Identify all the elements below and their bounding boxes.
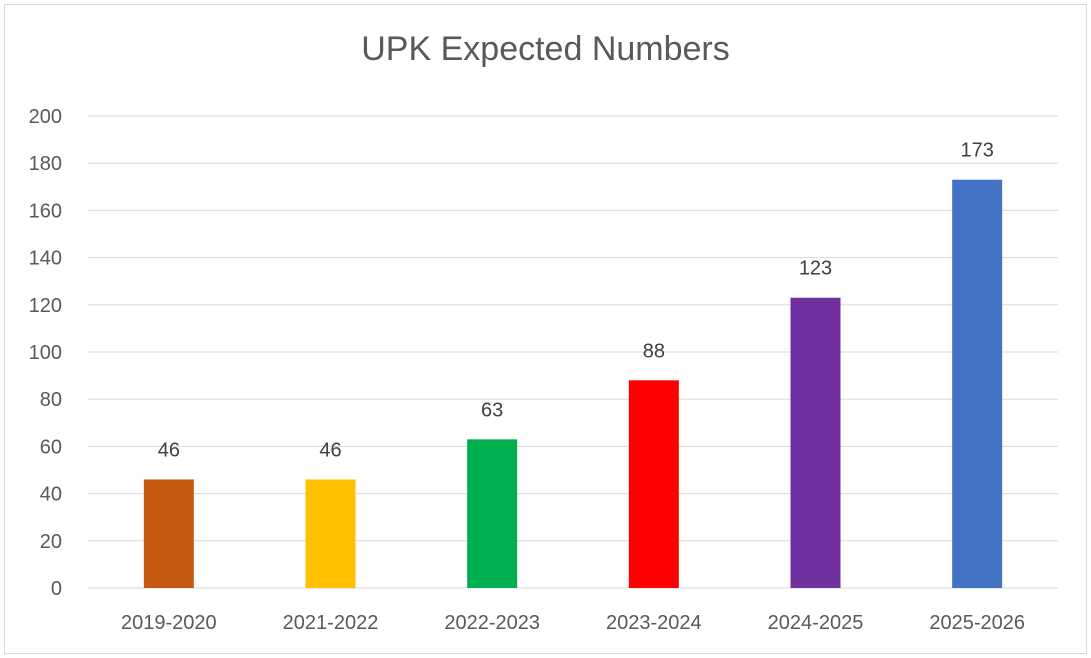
bars xyxy=(143,179,1003,588)
y-tick-label: 60 xyxy=(40,436,62,458)
y-tick-label: 140 xyxy=(29,248,62,270)
y-tick-label: 40 xyxy=(40,484,62,506)
data-label: 63 xyxy=(481,399,503,421)
data-label: 46 xyxy=(158,439,180,461)
x-tick-label: 2021-2022 xyxy=(283,612,379,634)
y-tick-label: 100 xyxy=(29,342,62,364)
x-tick-label: 2023-2024 xyxy=(606,612,702,634)
y-tick-label: 120 xyxy=(29,295,62,317)
y-tick-label: 180 xyxy=(29,153,62,175)
gridlines xyxy=(88,115,1058,589)
data-label: 46 xyxy=(319,439,341,461)
y-tick-label: 20 xyxy=(40,531,62,553)
y-tick-label: 0 xyxy=(51,578,62,600)
y-tick-label: 160 xyxy=(29,200,62,222)
data-label: 88 xyxy=(643,340,665,362)
y-tick-label: 200 xyxy=(29,106,62,128)
y-axis-tick-labels: 0 20 40 60 80 100 120 140 160 180 200 xyxy=(29,106,62,600)
bar-2019-2020 xyxy=(143,479,194,588)
data-labels: 46 46 63 88 123 173 xyxy=(158,140,994,462)
x-tick-label: 2022-2023 xyxy=(444,612,540,634)
x-tick-label: 2024-2025 xyxy=(768,612,864,634)
x-tick-label: 2019-2020 xyxy=(121,612,217,634)
data-label: 173 xyxy=(960,140,993,162)
bar-2021-2022 xyxy=(305,479,356,588)
data-label: 123 xyxy=(799,258,832,280)
bar-2024-2025 xyxy=(790,297,841,588)
bar-2025-2026 xyxy=(952,179,1003,588)
bar-2022-2023 xyxy=(467,439,518,588)
x-tick-label: 2025-2026 xyxy=(929,612,1025,634)
chart-title: UPK Expected Numbers xyxy=(361,30,730,68)
x-axis-tick-labels: 2019-2020 2021-2022 2022-2023 2023-2024 2024… xyxy=(121,612,1025,634)
y-tick-label: 80 xyxy=(40,389,62,411)
bar-2023-2024 xyxy=(628,380,679,588)
